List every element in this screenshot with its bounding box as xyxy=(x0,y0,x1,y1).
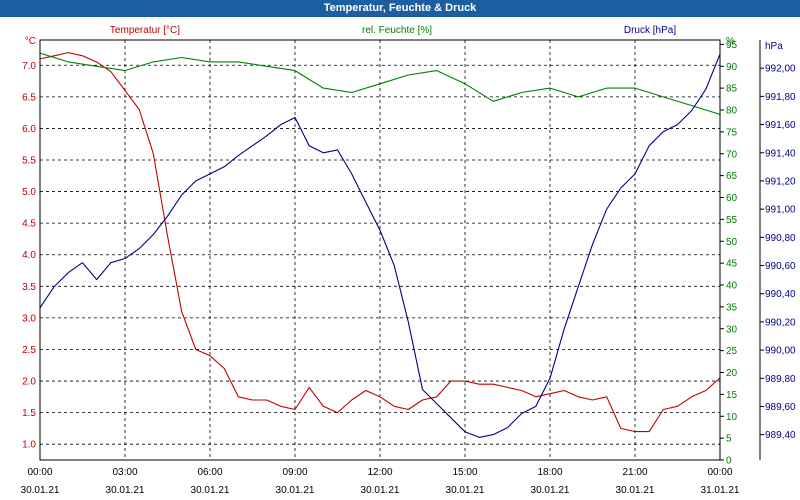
temperature-tick-label: 1.0 xyxy=(22,440,36,451)
series-lines xyxy=(39,52,721,438)
humidity-tick-label: 90 xyxy=(726,62,738,73)
humidity-tick-label: 85 xyxy=(726,84,738,95)
x-tick-label-time: 09:00 xyxy=(282,467,307,478)
humidity-tick-label: 10 xyxy=(726,412,738,423)
temperature-tick-label: 6.5 xyxy=(22,92,36,103)
pressure-tick-label: 990,60 xyxy=(765,261,796,272)
humidity-tick-label: 5 xyxy=(726,434,732,445)
humidity-tick-label: 40 xyxy=(726,281,738,292)
x-tick-label-date: 30.01.21 xyxy=(191,485,230,496)
temperature-tick-label: 2.0 xyxy=(22,377,36,388)
temperature-tick-label: 3.0 xyxy=(22,313,36,324)
x-tick-label-time: 12:00 xyxy=(367,467,392,478)
axis-labels: 00:00 30.01.21 03:00 30.01.21 06:00 30.01.21 0… xyxy=(21,25,796,496)
x-tick-label-date: 31.01.21 xyxy=(701,485,740,496)
pressure-tick-label: 991,40 xyxy=(765,148,796,159)
humidity-tick-label: 50 xyxy=(726,237,738,248)
plot-area-border xyxy=(39,39,721,461)
pressure-tick-label: 991,60 xyxy=(765,120,796,131)
x-tick-label-date: 30.01.21 xyxy=(106,485,145,496)
temperature-tick-label: 4.5 xyxy=(22,219,36,230)
x-tick-label-time: 03:00 xyxy=(112,467,137,478)
series-line-pressure xyxy=(39,53,721,438)
temperature-tick-label: 1.5 xyxy=(22,408,36,419)
x-tick-label-time: 00:00 xyxy=(27,467,52,478)
temperature-unit-label: °C xyxy=(25,36,36,47)
x-tick-label-time: 00:00 xyxy=(707,467,732,478)
x-tick-label-date: 30.01.21 xyxy=(446,485,485,496)
humidity-axis-title: rel. Feuchte [%] xyxy=(362,25,432,36)
temperature-tick-label: 3.5 xyxy=(22,282,36,293)
x-tick-label-date: 30.01.21 xyxy=(616,485,655,496)
pressure-unit-label: hPa xyxy=(765,41,783,52)
pressure-tick-label: 990,80 xyxy=(765,233,796,244)
x-tick-label-time: 06:00 xyxy=(197,467,222,478)
humidity-tick-label: 70 xyxy=(726,149,738,160)
x-tick-label-date: 30.01.21 xyxy=(361,485,400,496)
humidity-tick-label: 95 xyxy=(726,40,738,51)
plot-frame xyxy=(39,39,764,461)
temperature-tick-label: 2.5 xyxy=(22,345,36,356)
humidity-tick-label: 0 xyxy=(726,456,732,467)
series-line-humidity xyxy=(39,52,721,115)
temperature-tick-label: 5.0 xyxy=(22,187,36,198)
humidity-tick-label: 80 xyxy=(726,106,738,117)
humidity-tick-label: 25 xyxy=(726,346,738,357)
pressure-tick-label: 990,40 xyxy=(765,289,796,300)
humidity-tick-label: 55 xyxy=(726,215,738,226)
humidity-tick-label: 45 xyxy=(726,259,738,270)
temperature-tick-label: 7.0 xyxy=(22,61,36,72)
x-tick-label-date: 30.01.21 xyxy=(276,485,315,496)
x-tick-label-time: 15:00 xyxy=(452,467,477,478)
gridlines xyxy=(40,40,720,460)
humidity-tick-label: 75 xyxy=(726,127,738,138)
humidity-unit-label: % xyxy=(726,36,735,47)
humidity-tick-label: 60 xyxy=(726,193,738,204)
pressure-tick-label: 989,80 xyxy=(765,374,796,385)
chart-title: Temperatur, Feuchte & Druck xyxy=(0,0,800,17)
temperature-tick-label: 5.5 xyxy=(22,156,36,167)
temperature-axis-title: Temperatur [°C] xyxy=(110,25,180,36)
pressure-tick-label: 991,80 xyxy=(765,92,796,103)
temperature-tick-label: 4.0 xyxy=(22,250,36,261)
x-tick-label-time: 21:00 xyxy=(622,467,647,478)
pressure-tick-label: 990,00 xyxy=(765,346,796,357)
temperature-tick-label: 6.0 xyxy=(22,124,36,135)
humidity-tick-label: 35 xyxy=(726,302,738,313)
pressure-tick-label: 989,40 xyxy=(765,430,796,441)
humidity-tick-label: 15 xyxy=(726,390,738,401)
x-tick-label-date: 30.01.21 xyxy=(531,485,570,496)
series-line-temperature xyxy=(39,52,721,433)
pressure-tick-label: 991,20 xyxy=(765,176,796,187)
pressure-tick-label: 991,00 xyxy=(765,205,796,216)
pressure-axis-title: Druck [hPa] xyxy=(624,25,676,36)
pressure-tick-label: 990,20 xyxy=(765,317,796,328)
pressure-tick-label: 989,60 xyxy=(765,402,796,413)
humidity-tick-label: 65 xyxy=(726,171,738,182)
humidity-tick-label: 30 xyxy=(726,324,738,335)
x-tick-label-date: 30.01.21 xyxy=(21,485,60,496)
x-tick-label-time: 18:00 xyxy=(537,467,562,478)
pressure-tick-label: 992,00 xyxy=(765,64,796,75)
humidity-tick-label: 20 xyxy=(726,368,738,379)
